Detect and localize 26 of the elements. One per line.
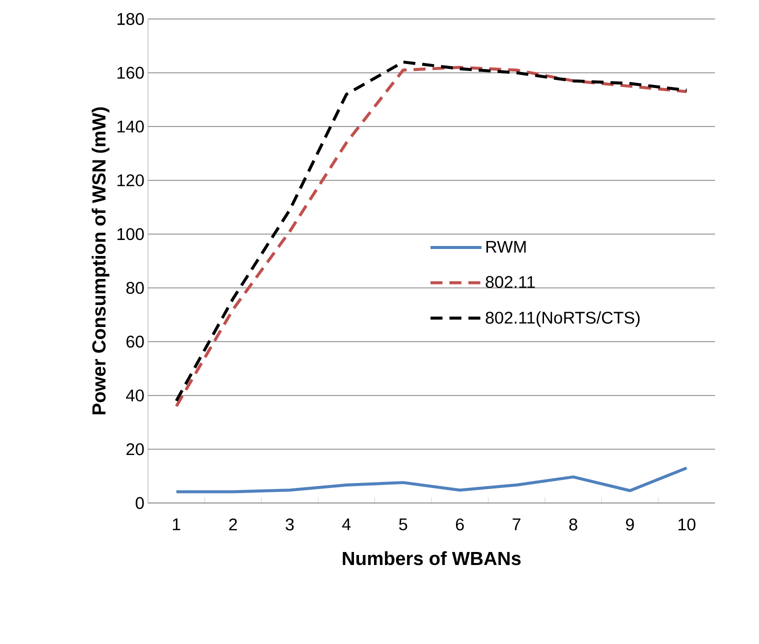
x-tick-label: 8	[569, 518, 578, 530]
y-tick-label: 100	[118, 228, 144, 240]
x-tick-label: 7	[512, 518, 520, 530]
y-tick-label: 140	[118, 120, 144, 133]
y-tick-label: 160	[118, 66, 144, 79]
x-tick-label: 2	[229, 518, 237, 530]
x-tick-label: 5	[399, 518, 408, 530]
x-tick-label: 4	[342, 518, 351, 530]
y-tick-label: 120	[118, 174, 144, 186]
legend-label: 802.11(NoRTS/CTS)	[486, 311, 640, 328]
legend-label: RWM	[486, 240, 526, 253]
x-tick-label: 1	[172, 518, 180, 530]
y-tick-label: 40	[126, 389, 144, 402]
y-axis-title: Power Consumption of WSN (mW)	[92, 107, 110, 414]
y-tick-label: 0	[136, 497, 144, 509]
x-tick-label: 3	[286, 518, 294, 530]
legend-label: 802.11	[486, 276, 535, 288]
x-tick-label: 6	[456, 518, 464, 530]
y-tick-label: 180	[118, 13, 144, 25]
x-tick-label: 9	[626, 518, 634, 530]
line-series	[174, 466, 688, 494]
y-tick-label: 80	[126, 282, 144, 294]
y-tick-label: 20	[126, 443, 144, 456]
x-axis-title: Numbers of WBANs	[342, 551, 521, 566]
x-tick-label: 10	[678, 518, 696, 530]
y-tick-label: 60	[126, 336, 144, 348]
